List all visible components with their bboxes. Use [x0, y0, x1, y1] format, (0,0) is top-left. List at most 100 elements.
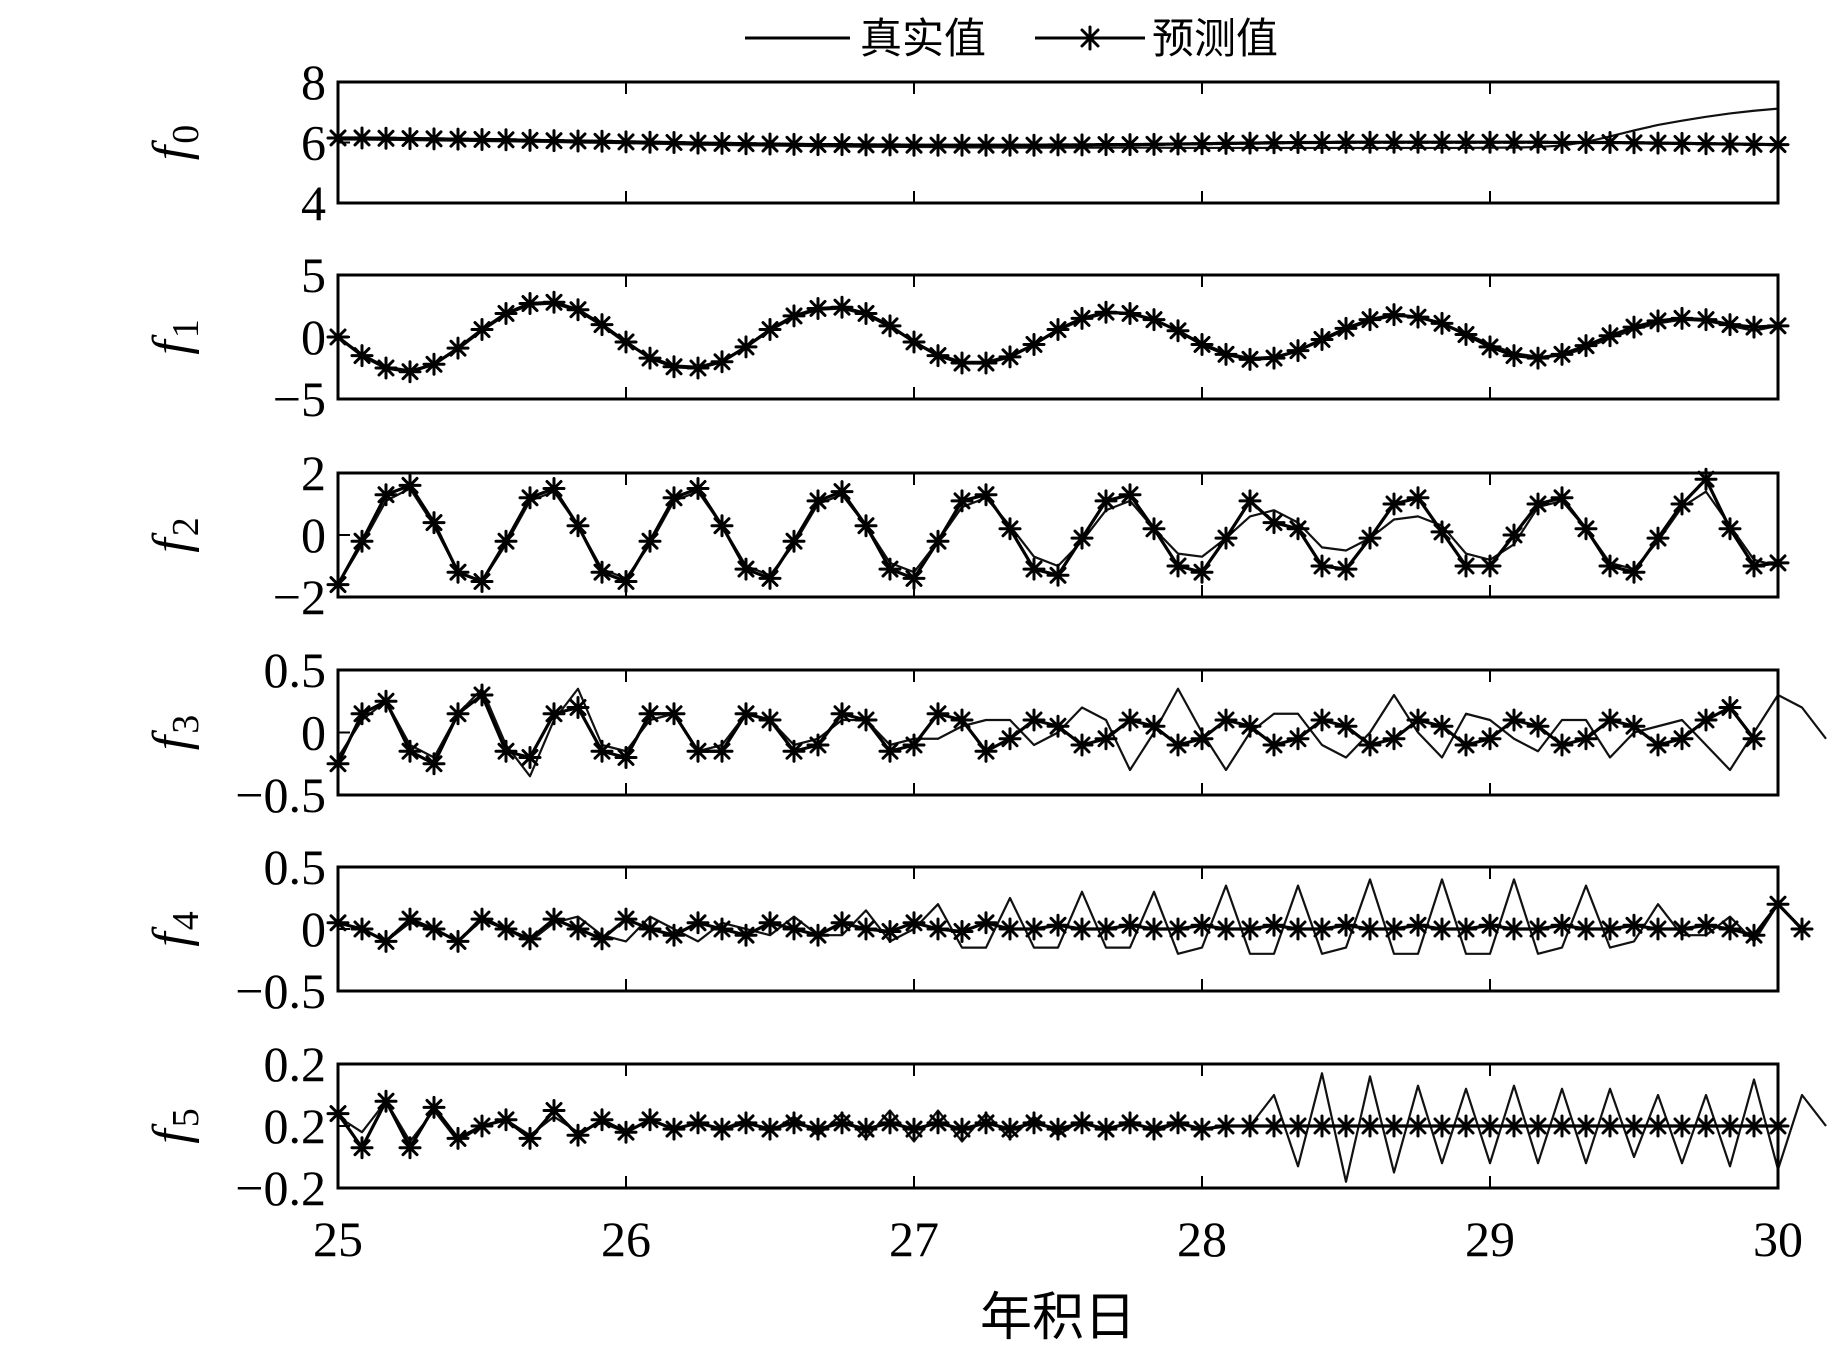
y-tick-label: 6 — [301, 115, 326, 171]
pred-point — [446, 127, 470, 151]
pred-point — [494, 128, 518, 152]
pred-point — [1238, 1114, 1262, 1138]
pred-point — [1334, 130, 1358, 154]
pred-point — [734, 335, 758, 359]
pred-point — [1598, 324, 1622, 348]
pred-point — [1670, 131, 1694, 155]
pred-point — [1286, 1114, 1310, 1138]
y-axis-label: f3 — [143, 715, 207, 750]
pred-point — [710, 514, 734, 538]
subplot-f2: −2 0 2 f2 — [143, 445, 1790, 625]
pred-point — [1718, 132, 1742, 156]
pred-point — [950, 919, 974, 943]
series-true-line — [337, 878, 1803, 955]
pred-point — [1694, 913, 1718, 937]
pred-point — [1070, 733, 1094, 757]
pred-point — [1718, 517, 1742, 541]
pred-point — [374, 356, 398, 380]
pred-point — [1502, 130, 1526, 154]
pred-point — [566, 1123, 590, 1147]
pred-point — [374, 929, 398, 953]
pred-point — [350, 344, 374, 368]
pred-point — [1790, 917, 1814, 941]
pred-point — [1478, 130, 1502, 154]
pred-point — [1142, 714, 1166, 738]
pred-point — [1022, 708, 1046, 732]
pred-point — [1646, 526, 1670, 550]
pred-point — [638, 130, 662, 154]
pred-point — [686, 739, 710, 763]
pred-point — [446, 1126, 470, 1150]
y-axis-label: f0 — [143, 125, 207, 160]
pred-point — [1334, 557, 1358, 581]
pred-point — [1310, 917, 1334, 941]
x-tick-label: 28 — [1177, 1211, 1227, 1267]
y-axis-label: f4 — [143, 911, 207, 946]
pred-point — [1382, 727, 1406, 751]
pred-point — [1430, 520, 1454, 544]
pred-point — [902, 566, 926, 590]
y-tick-label: −0.5 — [235, 963, 326, 1019]
pred-point — [1358, 1114, 1382, 1138]
pred-point — [974, 483, 998, 507]
pred-point — [950, 351, 974, 375]
pred-point — [1550, 733, 1574, 757]
pred-point — [1574, 131, 1598, 154]
pred-point — [1598, 131, 1622, 154]
pred-point — [1406, 1114, 1430, 1138]
pred-point — [470, 907, 494, 931]
pred-point — [1142, 132, 1166, 156]
pred-point — [1070, 526, 1094, 550]
pred-point — [1598, 1114, 1622, 1138]
pred-point — [782, 304, 806, 328]
pred-point — [350, 529, 374, 553]
pred-point — [1574, 334, 1598, 358]
pred-point — [1406, 486, 1430, 510]
pred-point — [1694, 1114, 1718, 1138]
pred-point — [446, 702, 470, 726]
pred-point — [998, 917, 1022, 941]
pred-point — [1550, 913, 1574, 937]
pred-point — [998, 133, 1022, 157]
pred-point — [1622, 714, 1646, 738]
pred-point — [518, 128, 542, 152]
pred-point — [1334, 1114, 1358, 1138]
pred-point — [1670, 917, 1694, 941]
pred-point — [1214, 1114, 1238, 1138]
pred-point — [422, 1095, 446, 1119]
pred-point — [1382, 917, 1406, 941]
pred-point — [902, 330, 926, 354]
y-tick-label: 0 — [301, 309, 326, 365]
pred-point — [782, 739, 806, 763]
pred-point — [926, 917, 950, 941]
pred-point — [542, 290, 566, 314]
pred-point — [950, 1117, 974, 1141]
pred-point — [902, 133, 926, 157]
pred-point — [1742, 132, 1766, 156]
pred-point — [422, 511, 446, 535]
pred-point — [1142, 917, 1166, 941]
pred-point — [1550, 1114, 1574, 1138]
pred-point — [1718, 696, 1742, 719]
pred-point — [1214, 917, 1238, 941]
pred-point — [1262, 733, 1286, 757]
pred-point — [350, 917, 374, 941]
pred-point — [566, 696, 590, 719]
pred-point — [974, 133, 998, 157]
y-tick-label: −0.2 — [235, 1160, 326, 1216]
legend-pred-marker — [1077, 25, 1103, 51]
pred-point — [1310, 131, 1334, 154]
pred-point — [710, 739, 734, 763]
pred-point — [1190, 132, 1214, 156]
pred-point — [1622, 560, 1646, 584]
pred-point — [1502, 708, 1526, 732]
pred-point — [470, 683, 494, 707]
pred-point — [1070, 133, 1094, 157]
pred-point — [974, 1111, 998, 1135]
y-tick-label: 0.2 — [264, 1098, 327, 1154]
pred-point — [758, 708, 782, 732]
pred-point — [1478, 335, 1502, 359]
pred-point — [1574, 517, 1598, 541]
pred-point — [1310, 327, 1334, 351]
pred-point — [1646, 309, 1670, 333]
